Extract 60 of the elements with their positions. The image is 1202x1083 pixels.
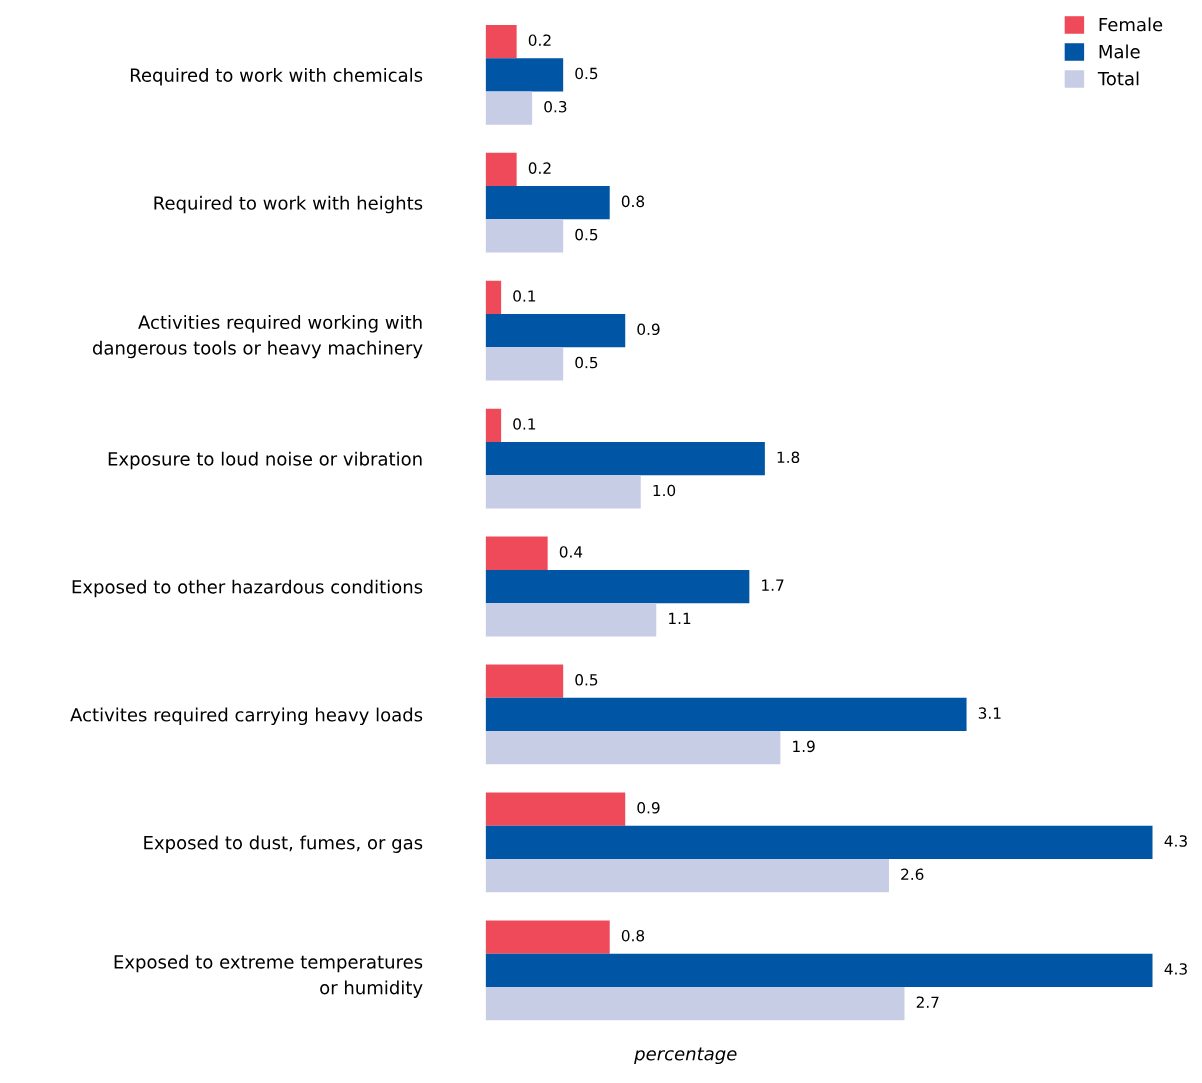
bar	[485, 536, 548, 570]
bar	[485, 920, 610, 954]
data-label: 3.1	[978, 707, 1001, 719]
legend-label: Female	[1099, 17, 1163, 32]
data-label: 0.1	[513, 418, 536, 430]
bar	[485, 186, 610, 220]
bar	[485, 475, 641, 509]
y-tick-label: Required to work with chemicals	[130, 67, 423, 86]
data-label: 4.3	[1164, 963, 1187, 975]
bar	[485, 408, 502, 442]
data-label: 0.5	[575, 356, 598, 369]
bar	[485, 697, 967, 732]
data-label: 0.2	[528, 162, 551, 174]
data-label: 1.1	[669, 612, 691, 624]
bar	[485, 859, 889, 893]
y-tick-label: Activites required carrying heavy loads	[70, 707, 423, 726]
bar	[485, 569, 750, 604]
bar	[485, 953, 1153, 987]
bar	[485, 347, 564, 381]
data-label: 4.3	[1164, 835, 1187, 847]
data-label: 1.7	[762, 579, 784, 591]
bar	[485, 280, 502, 315]
data-label: 0.5	[575, 674, 598, 686]
data-label: 0.8	[621, 929, 645, 942]
y-tick-label: Exposed to other hazardous conditions	[72, 579, 423, 598]
data-label: 1.8	[777, 451, 800, 464]
bar	[485, 58, 564, 92]
legend-label: Total	[1097, 71, 1139, 86]
data-label: 1.9	[793, 740, 815, 753]
data-label: 0.1	[513, 290, 536, 302]
y-tick-label: Exposed to extreme temperatures or humidity	[114, 954, 423, 998]
data-label: 0.9	[637, 801, 660, 814]
bar	[485, 91, 533, 125]
data-label: 0.8	[621, 195, 645, 208]
data-label: 0.3	[544, 100, 567, 113]
bar	[485, 314, 626, 348]
bar	[485, 603, 657, 637]
y-tick-label: Required to work with heights	[154, 195, 423, 214]
data-label: 2.7	[916, 996, 939, 1008]
bar	[485, 792, 626, 826]
y-tick-label: Exposed to dust, fumes, or gas	[144, 835, 423, 853]
data-label: 0.4	[559, 546, 583, 558]
data-label: 2.6	[901, 868, 924, 881]
data-label: 0.5	[575, 67, 598, 80]
data-label: 0.2	[528, 34, 551, 46]
y-tick-label: Activities required working with dangerous tools or heavy machinery	[92, 315, 423, 359]
bar	[485, 219, 564, 253]
legend-label: Male	[1099, 44, 1140, 59]
bar	[485, 986, 905, 1021]
y-tick-label: Exposure to loud noise or vibration	[108, 451, 422, 470]
bar	[485, 664, 564, 698]
bar	[485, 152, 517, 187]
data-label: 0.9	[637, 323, 660, 336]
bar	[485, 24, 517, 59]
data-label: 1.0	[653, 484, 676, 497]
data-label: 0.5	[575, 228, 598, 241]
x-axis-title: percentage	[634, 1047, 737, 1065]
bar	[485, 441, 765, 476]
bar	[485, 731, 781, 765]
bar	[485, 825, 1153, 859]
